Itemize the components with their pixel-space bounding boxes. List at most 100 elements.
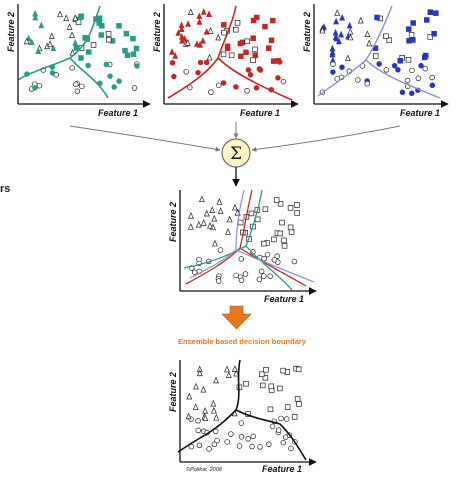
square-marker bbox=[410, 20, 416, 26]
circle-marker bbox=[195, 69, 201, 76]
triangle-marker bbox=[202, 406, 209, 414]
triangle-marker bbox=[206, 53, 213, 61]
circle-marker bbox=[196, 442, 203, 449]
circle-marker bbox=[280, 439, 286, 446]
decision-boundary-red-2 bbox=[217, 57, 293, 101]
square-marker bbox=[99, 23, 105, 29]
circle-marker bbox=[245, 436, 251, 442]
triangle-marker bbox=[210, 399, 217, 407]
square-marker bbox=[284, 404, 291, 410]
circle-marker bbox=[355, 77, 361, 83]
triangle-marker bbox=[357, 16, 364, 24]
triangle-marker bbox=[196, 369, 203, 377]
triangle-marker bbox=[23, 37, 30, 45]
circle-marker bbox=[211, 441, 218, 448]
square-marker bbox=[268, 37, 275, 43]
circle-marker bbox=[116, 78, 122, 84]
square-marker bbox=[233, 26, 239, 33]
circle-marker bbox=[217, 247, 224, 253]
circle-marker bbox=[274, 253, 280, 259]
triangle-marker bbox=[195, 220, 202, 228]
triangle-marker bbox=[215, 33, 222, 41]
square-marker bbox=[106, 36, 112, 43]
square-marker bbox=[237, 219, 244, 226]
circle-marker bbox=[53, 72, 60, 78]
triangle-marker bbox=[347, 33, 354, 41]
triangle-marker bbox=[72, 14, 79, 21]
square-marker bbox=[408, 32, 415, 38]
scatter-points-combined bbox=[187, 195, 300, 284]
scatter-points-panel-1 bbox=[23, 9, 140, 95]
triangle-marker bbox=[196, 12, 203, 19]
triangle-marker bbox=[50, 44, 57, 52]
triangle-marker bbox=[192, 403, 199, 410]
triangle-marker bbox=[199, 37, 206, 44]
square-marker bbox=[383, 33, 389, 39]
square-marker bbox=[250, 17, 257, 24]
circle-marker bbox=[429, 74, 435, 81]
circle-marker bbox=[264, 251, 271, 258]
x-axis-label: Feature 1 bbox=[98, 108, 138, 118]
scatter-points-panel-3 bbox=[319, 9, 439, 97]
triangle-marker bbox=[175, 29, 182, 36]
square-marker bbox=[133, 45, 140, 52]
circle-marker bbox=[228, 431, 234, 437]
square-marker bbox=[296, 401, 302, 407]
square-marker bbox=[243, 49, 249, 56]
circle-marker bbox=[103, 61, 110, 68]
square-marker bbox=[244, 38, 251, 45]
square-marker bbox=[277, 230, 283, 237]
left-text-fragment: rs bbox=[0, 183, 10, 195]
circle-marker bbox=[247, 72, 254, 78]
square-marker bbox=[287, 224, 294, 231]
square-marker bbox=[294, 396, 301, 402]
square-marker bbox=[262, 23, 268, 30]
circle-marker bbox=[72, 81, 79, 88]
square-marker bbox=[431, 30, 437, 37]
circle-marker bbox=[409, 90, 415, 97]
triangle-marker bbox=[185, 20, 192, 27]
square-marker bbox=[90, 42, 97, 48]
circle-marker bbox=[238, 256, 245, 262]
triangle-marker bbox=[186, 392, 193, 400]
square-marker bbox=[427, 9, 434, 15]
circle-marker bbox=[214, 437, 220, 444]
triangle-marker bbox=[366, 39, 373, 47]
triangle-marker bbox=[181, 35, 188, 42]
square-marker bbox=[261, 240, 267, 247]
triangle-marker bbox=[339, 13, 346, 21]
circle-marker bbox=[258, 268, 265, 275]
circle-marker bbox=[253, 85, 260, 91]
square-marker bbox=[86, 49, 92, 55]
square-marker bbox=[277, 201, 284, 207]
square-marker bbox=[116, 23, 122, 29]
triangle-marker bbox=[184, 39, 191, 46]
circle-marker bbox=[418, 62, 424, 69]
circle-marker bbox=[220, 80, 227, 86]
square-marker bbox=[262, 375, 269, 381]
triangle-marker bbox=[217, 207, 224, 214]
circle-marker bbox=[171, 73, 177, 80]
x-axis-label: Feature 1 bbox=[400, 108, 440, 118]
arrow-from-panel-3 bbox=[251, 125, 401, 152]
down-arrow-orange bbox=[221, 305, 252, 330]
circle-marker bbox=[79, 83, 85, 90]
circle-marker bbox=[364, 80, 370, 87]
square-marker bbox=[124, 52, 131, 59]
triangle-marker bbox=[207, 222, 213, 229]
square-marker bbox=[220, 51, 227, 58]
square-marker bbox=[250, 57, 256, 63]
circle-marker bbox=[422, 65, 429, 72]
triangle-marker bbox=[206, 10, 212, 18]
square-marker bbox=[281, 237, 287, 244]
circle-marker bbox=[187, 84, 193, 91]
triangle-marker bbox=[333, 17, 340, 25]
circle-marker bbox=[278, 415, 284, 422]
triangle-marker bbox=[334, 9, 341, 16]
circle-marker bbox=[111, 84, 117, 90]
triangle-marker bbox=[225, 371, 232, 378]
circle-marker bbox=[391, 62, 398, 69]
square-marker bbox=[234, 20, 241, 26]
triangle-marker bbox=[72, 39, 79, 46]
circle-marker bbox=[291, 258, 298, 265]
